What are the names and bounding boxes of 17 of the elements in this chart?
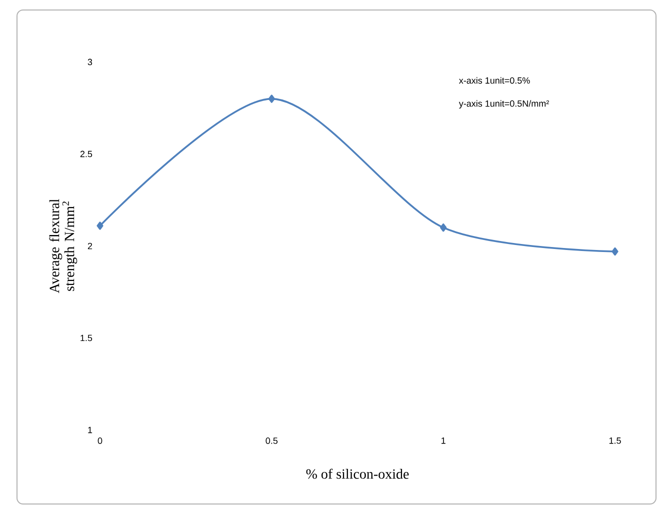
annotation: y-axis 1unit=0.5N/mm² [458,100,549,109]
y-tick-label: 1 [88,426,92,434]
x-axis-title: % of silicon-oxide [306,468,409,479]
y-tick-label: 3 [88,58,92,66]
point [440,223,447,232]
point [612,247,618,256]
point [268,94,275,103]
x-tick-label: 0.5 [266,438,278,444]
y-tick-label: 2.5 [80,150,92,158]
x-tick-label: 1.5 [609,438,621,444]
x-tick-label: 0 [98,438,102,444]
y-tick-label: 2 [88,242,92,250]
point [96,222,104,230]
y-tick-label: 1.5 [80,334,92,342]
y-axis-title: Average flexural strength N/mm$^{2}$ [49,198,78,294]
x-tick-label: 1 [442,438,446,444]
annotation: x-axis 1unit=0.5% [458,77,530,84]
